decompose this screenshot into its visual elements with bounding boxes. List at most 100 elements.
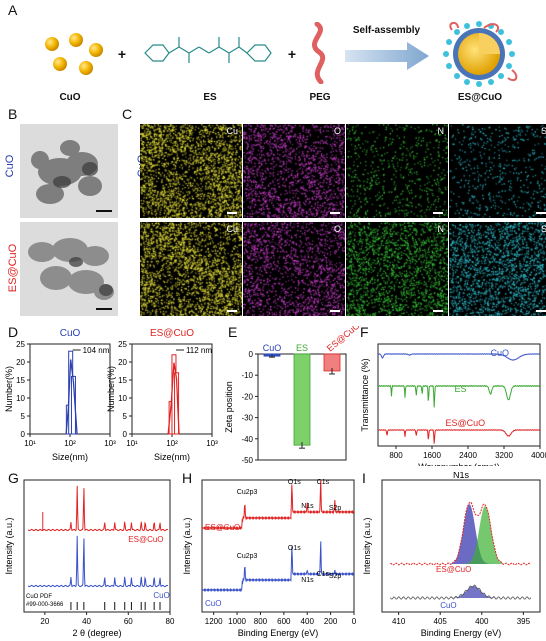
panel-i-xtick-label: 395 — [517, 617, 531, 626]
panel-h-axes-frame — [201, 479, 355, 613]
row-label-cuo-b: CuO — [4, 154, 16, 178]
ftir-line-es — [377, 384, 541, 408]
size-bar — [174, 372, 180, 435]
tem-image-escuo — [20, 222, 118, 316]
panel-f-line-label: CuO — [491, 348, 510, 358]
panel-d-ytick-label: 5 — [123, 412, 128, 421]
panel-label-a: A — [8, 2, 18, 18]
panel-h-peak-label: O1s — [288, 479, 301, 486]
panel-label-f: F — [360, 324, 369, 340]
self-assembly-arrow — [345, 42, 429, 70]
panel-d-ytick-label: 0 — [21, 430, 26, 439]
panel-h-xtick-label: 600 — [277, 617, 291, 626]
panel-i-line-label: CuO — [440, 601, 456, 610]
panel-g-chart: 20 40 60 80 ES@CuO CuO CuO PDF #99-000-3666 2 θ … — [4, 479, 175, 638]
panel-g-xtick-label: 20 — [40, 617, 49, 626]
panel-h-xtick-label: 800 — [254, 617, 268, 626]
panel-d-peak-label: 104 nm — [83, 346, 110, 355]
edx-element-label: Cu — [226, 224, 238, 234]
panel-g-ylabel: Intensity (a.u.) — [4, 517, 14, 574]
edx-scale-bar — [227, 212, 237, 214]
panel-h-peak-label: O1s — [288, 545, 301, 552]
scheme-plus-1: + — [117, 46, 127, 62]
edx-map-pixels — [449, 222, 546, 316]
panel-d-ytick-label: 20 — [16, 358, 25, 367]
panel-g-axes-frame — [23, 479, 171, 613]
panel-i-xtick-label: 405 — [434, 617, 448, 626]
panel-d-peak-label: 112 nm — [186, 346, 212, 355]
edx-map-cuo-o: O — [243, 124, 345, 218]
panel-d-xlabel: Size(nm) — [154, 452, 190, 462]
edx-map-pixels — [140, 222, 242, 316]
edx-scale-bar — [536, 310, 546, 312]
panel-i-line-label: ES@CuO — [436, 565, 471, 574]
panel-d-ytick-label: 0 — [123, 430, 128, 439]
panel-e-ytick-label: -20 — [241, 392, 253, 401]
panel-g-pdf-label: #99-000-3666 — [26, 602, 64, 608]
panel-h-xtick-label: 200 — [324, 617, 338, 626]
edx-scale-bar — [433, 310, 443, 312]
n1s-fit-peak-2 — [461, 506, 511, 564]
edx-map-pixels — [243, 124, 345, 218]
panel-d-ytick-label: 15 — [16, 376, 25, 385]
edx-scale-bar — [330, 310, 340, 312]
panel-h-peak-label: S2p — [329, 505, 342, 512]
panel-g-xlabel: 2 θ (degree) — [72, 628, 121, 638]
panel-g-line-label: ES@CuO — [128, 535, 163, 544]
panel-d-ytick-label: 5 — [21, 412, 26, 421]
panel-d-xtick-label: 10³ — [206, 439, 218, 448]
size-distribution-line — [65, 359, 78, 435]
cuo-particles — [45, 33, 103, 75]
panel-h-xtick-label: 400 — [301, 617, 315, 626]
edx-map-escuo-s: S — [449, 222, 546, 316]
panel-d-ylabel: Number(%) — [106, 366, 116, 412]
edx-map-escuo-o: O — [243, 222, 345, 316]
panel-d-xtick-label: 10² — [166, 439, 178, 448]
edx-scale-bar — [536, 212, 546, 214]
panel-h-peak-label: N1s — [301, 503, 314, 510]
panel-h-xtick-label: 1200 — [205, 617, 223, 626]
panel-label-b: B — [8, 106, 18, 122]
panel-i-chart: 410 405 400 395 N1s ES@CuO CuO Binding Energy (… — [362, 472, 541, 638]
panel-e-ytick-label: -30 — [241, 414, 253, 423]
panel-i-title: N1s — [453, 472, 470, 480]
panel-f-chart: 800 1600 2400 3200 4000 CuO ES ES@CuO Wavenumber… — [360, 343, 546, 466]
panel-d-ytick-label: 25 — [118, 340, 127, 349]
panel-g-xtick-label: 60 — [124, 617, 133, 626]
panel-f-xtick-label: 3200 — [495, 451, 513, 460]
panel-h-line-label: CuO — [205, 599, 221, 608]
panel-e-ylabel: Zeta position — [224, 381, 234, 433]
edx-element-label: N — [437, 224, 445, 234]
row-label-escuo-b: ES@CuO — [7, 243, 19, 293]
panel-f-xtick-label: 800 — [389, 451, 403, 460]
edx-map-cuo-s: S — [449, 124, 546, 218]
edx-map-pixels — [243, 222, 345, 316]
n1s-fit-peak-1 — [444, 504, 507, 564]
edx-map-escuo-n: N — [346, 222, 448, 316]
panel-f-ylabel: Transmittance (%) — [360, 358, 370, 431]
edx-scale-bar — [330, 212, 340, 214]
edx-element-label: N — [437, 126, 445, 136]
panel-f-xlabel: Wavenumber (cm⁻¹) — [418, 462, 499, 466]
panel-d-ytick-label: 10 — [16, 394, 25, 403]
panel-label-g: G — [8, 470, 19, 486]
panel-i-xlabel: Binding Energy (eV) — [421, 628, 502, 638]
edx-element-label: O — [333, 224, 341, 234]
panel-h-peak-label: S2p — [329, 573, 342, 580]
scheme-es-label: ES — [203, 92, 217, 103]
panel-g-line-label: CuO — [153, 591, 169, 600]
panel-i-xtick-label: 410 — [392, 617, 406, 626]
panel-e-ytick-label: 0 — [249, 350, 254, 359]
tem-scale-bar-escuo — [96, 308, 112, 310]
xps-line-cuo — [201, 541, 355, 593]
edx-element-label: S — [540, 224, 546, 234]
panel-e-ytick-label: -40 — [241, 435, 253, 444]
size-distribution-line — [167, 362, 180, 435]
panel-f-axes-frame — [377, 343, 541, 447]
n1s-line-escuo — [390, 501, 532, 566]
edx-element-label: O — [333, 126, 341, 136]
panel-i-ylabel: Intensity (a.u.) — [362, 517, 372, 574]
panel-g-xtick-label: 80 — [166, 617, 175, 626]
scheme-peg-label: PEG — [309, 92, 331, 103]
